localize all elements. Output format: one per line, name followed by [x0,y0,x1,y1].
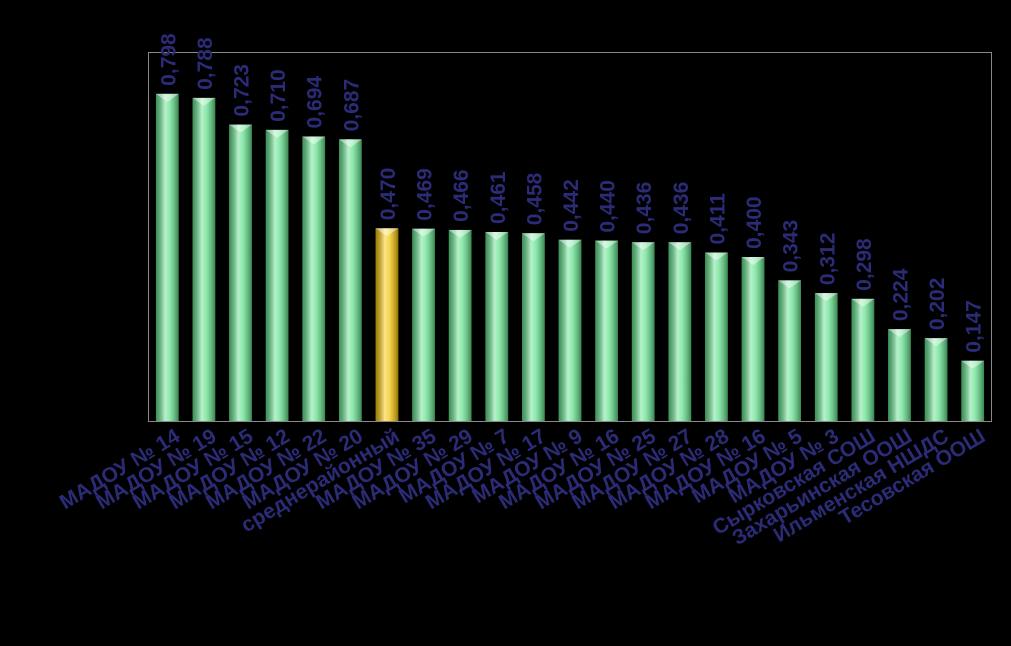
bar-cap [741,257,765,265]
bar-shine [265,129,289,421]
value-label: 0,343 [780,220,803,273]
bar-shine [229,124,252,421]
bar-cap [595,240,618,249]
value-label: 0,710 [267,69,290,122]
bar-shine [741,257,765,421]
value-label: 0,461 [487,171,510,224]
value-label: 0,224 [889,268,912,321]
bar-cap [265,129,289,138]
bar-shine [155,93,179,421]
bar-cap [522,233,545,242]
value-label: 0,469 [414,168,437,221]
value-label: 0,436 [633,182,656,235]
bar-shine [705,252,728,421]
bar-cap [631,242,655,251]
bar-cap [814,293,838,302]
value-label: 0,466 [450,169,473,222]
bar-cap [338,139,362,148]
bar-cap [668,242,692,251]
bar-cap [412,228,435,237]
value-label: 0,400 [743,196,766,249]
bar-cap [229,124,252,133]
bar-shine [888,329,911,421]
bar-cap [448,229,472,238]
bar-shine [595,240,618,421]
bar-cap [778,280,802,289]
bar-cap [155,93,179,102]
bar-shine [924,338,948,421]
value-label: 0,470 [377,168,400,221]
bar-shine [448,229,472,421]
value-label: 0,298 [853,238,876,291]
value-label: 0,694 [304,76,327,129]
value-label: 0,312 [816,233,839,286]
bar-cap [192,97,216,106]
bar-cap [961,360,985,369]
bar-cap [558,239,582,248]
bar-cap [888,329,911,338]
value-label: 0,436 [670,182,693,235]
bar-shine [961,360,985,421]
bar-shine [375,228,399,421]
bar-shine [668,242,692,421]
bar-shine [522,233,545,421]
plot-frame [148,52,992,422]
bar-shine [778,280,802,421]
bar-shine [851,298,875,421]
bar-cap [851,298,875,307]
value-label: 0,798 [157,33,180,86]
bar-shine [814,293,838,421]
bar-shine [558,239,582,421]
bar-shine [412,228,435,421]
bar-shine [192,97,216,422]
value-label: 0,687 [340,79,363,132]
value-label: 0,202 [926,278,949,331]
bar-shine [631,242,655,421]
bar-cap [302,136,326,145]
bar-cap [924,338,948,347]
value-label: 0,442 [560,179,583,232]
value-label: 0,458 [523,172,546,225]
bar-shine [302,136,326,421]
bar-shine [485,231,509,421]
value-label: 0,147 [963,300,986,353]
value-label: 0,440 [597,180,620,233]
bar-cap [375,228,399,237]
value-label: 0,788 [194,37,217,90]
bar-shine [338,139,362,421]
bar-cap [705,252,728,261]
value-label: 0,411 [706,193,729,245]
value-label: 0,723 [231,64,254,117]
bar-cap [485,231,509,240]
